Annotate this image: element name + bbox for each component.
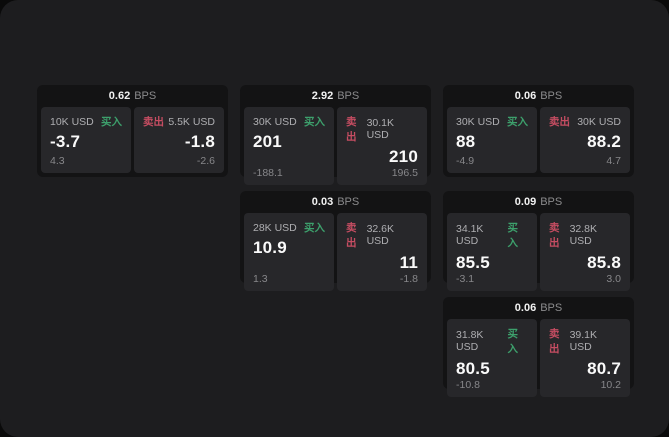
- sell-price: -1.8: [184, 132, 215, 151]
- bps-value: 2.92: [311, 90, 334, 102]
- quote-card: 2.92 BPS 30K USD 买入 201 -188.1 卖出 30.1K …: [240, 85, 431, 185]
- buy-amount: 34.1K USD: [456, 223, 484, 247]
- quote-card: 0.06 BPS 31.8K USD 买入 80.5 -10.8 卖出 39.1…: [443, 297, 634, 397]
- sell-change: -1.8: [399, 273, 418, 285]
- buy-price: 85.5: [456, 253, 490, 272]
- quote-panels: 10K USD 买入 -3.7 4.3 卖出 5.5K USD -1.8 -2.…: [41, 107, 224, 173]
- sell-price: 80.7: [587, 359, 621, 378]
- quote-panels: 34.1K USD 买入 85.5 -3.1 卖出 32.8K USD 85.8…: [447, 213, 630, 291]
- buy-price: 80.5: [456, 359, 490, 378]
- buy-label: 买入: [507, 116, 528, 128]
- sell-amount: 30K USD: [577, 115, 621, 128]
- sell-change: 10.2: [600, 379, 621, 391]
- sell-change: 3.0: [606, 273, 621, 285]
- buy-change: -10.8: [456, 379, 480, 391]
- buy-change: -3.1: [456, 273, 475, 285]
- buy-change: 1.3: [253, 273, 268, 285]
- card-header: 2.92 BPS: [244, 85, 427, 107]
- sell-amount: 30.1K USD: [366, 117, 395, 141]
- quote-panels: 31.8K USD 买入 80.5 -10.8 卖出 39.1K USD 80.…: [447, 319, 630, 397]
- quote-card: 0.62 BPS 10K USD 买入 -3.7 4.3 卖出 5.5K USD: [37, 85, 228, 177]
- card-header: 0.03 BPS: [244, 191, 427, 213]
- buy-panel[interactable]: 28K USD 买入 10.9 1.3: [244, 213, 334, 291]
- sell-change: 196.5: [391, 167, 418, 179]
- buy-change: 4.3: [50, 155, 65, 167]
- card-header: 0.62 BPS: [41, 85, 224, 107]
- buy-label: 买入: [507, 328, 518, 355]
- sell-amount: 32.6K USD: [366, 223, 395, 247]
- sell-change: 4.7: [606, 155, 621, 167]
- card-header: 0.06 BPS: [447, 85, 630, 107]
- quote-card-grid: 0.62 BPS 10K USD 买入 -3.7 4.3 卖出 5.5K USD: [37, 85, 634, 397]
- sell-amount: 5.5K USD: [168, 115, 215, 128]
- bps-value: 0.03: [311, 196, 334, 208]
- sell-price: 11: [399, 253, 418, 272]
- bps-value: 0.62: [108, 90, 131, 102]
- buy-price: 88: [456, 132, 476, 151]
- buy-price: 201: [253, 132, 282, 151]
- quote-card: 0.03 BPS 28K USD 买入 10.9 1.3 卖出 32.6K US…: [240, 191, 431, 291]
- bps-unit-label: BPS: [337, 90, 360, 102]
- buy-amount: 31.8K USD: [456, 329, 484, 353]
- sell-label: 卖出: [143, 116, 164, 128]
- buy-panel[interactable]: 10K USD 买入 -3.7 4.3: [41, 107, 131, 173]
- bps-unit-label: BPS: [540, 302, 563, 314]
- sell-change: -2.6: [196, 155, 215, 167]
- buy-label: 买入: [101, 116, 122, 128]
- bps-value: 0.06: [514, 302, 537, 314]
- sell-amount: 39.1K USD: [569, 329, 598, 353]
- sell-panel[interactable]: 卖出 32.6K USD 11 -1.8: [337, 213, 427, 291]
- buy-change: -4.9: [456, 155, 475, 167]
- bps-unit-label: BPS: [540, 196, 563, 208]
- buy-price: -3.7: [50, 132, 81, 151]
- buy-amount: 30K USD: [253, 115, 297, 128]
- sell-panel[interactable]: 卖出 30.1K USD 210 196.5: [337, 107, 427, 185]
- buy-panel[interactable]: 31.8K USD 买入 80.5 -10.8: [447, 319, 537, 397]
- bps-unit-label: BPS: [134, 90, 157, 102]
- bps-value: 0.09: [514, 196, 537, 208]
- quote-panels: 28K USD 买入 10.9 1.3 卖出 32.6K USD 11 -1.8: [244, 213, 427, 291]
- quote-panels: 30K USD 买入 201 -188.1 卖出 30.1K USD 210 1…: [244, 107, 427, 185]
- buy-change: -188.1: [253, 167, 283, 179]
- buy-amount: 10K USD: [50, 115, 94, 128]
- card-header: 0.09 BPS: [447, 191, 630, 213]
- buy-label: 买入: [304, 222, 325, 234]
- buy-price: 10.9: [253, 238, 287, 257]
- quote-card: 0.09 BPS 34.1K USD 买入 85.5 -3.1 卖出 32.8K…: [443, 191, 634, 291]
- sell-label: 卖出: [549, 328, 560, 355]
- sell-panel[interactable]: 卖出 39.1K USD 80.7 10.2: [540, 319, 630, 397]
- sell-panel[interactable]: 卖出 32.8K USD 85.8 3.0: [540, 213, 630, 291]
- buy-panel[interactable]: 30K USD 买入 201 -188.1: [244, 107, 334, 185]
- bps-unit-label: BPS: [540, 90, 563, 102]
- sell-price: 210: [389, 147, 418, 166]
- sell-label: 卖出: [549, 222, 560, 249]
- buy-amount: 30K USD: [456, 115, 500, 128]
- card-header: 0.06 BPS: [447, 297, 630, 319]
- buy-panel[interactable]: 34.1K USD 买入 85.5 -3.1: [447, 213, 537, 291]
- sell-label: 卖出: [549, 116, 570, 128]
- bps-unit-label: BPS: [337, 196, 360, 208]
- quote-card: 0.06 BPS 30K USD 买入 88 -4.9 卖出 30K USD: [443, 85, 634, 177]
- buy-amount: 28K USD: [253, 221, 297, 234]
- sell-label: 卖出: [346, 222, 357, 249]
- sell-panel[interactable]: 卖出 5.5K USD -1.8 -2.6: [134, 107, 224, 173]
- sell-panel[interactable]: 卖出 30K USD 88.2 4.7: [540, 107, 630, 173]
- quote-panels: 30K USD 买入 88 -4.9 卖出 30K USD 88.2 4.7: [447, 107, 630, 173]
- sell-amount: 32.8K USD: [569, 223, 598, 247]
- buy-label: 买入: [507, 222, 518, 249]
- sell-price: 88.2: [587, 132, 621, 151]
- buy-panel[interactable]: 30K USD 买入 88 -4.9: [447, 107, 537, 173]
- buy-label: 买入: [304, 116, 325, 128]
- sell-label: 卖出: [346, 116, 357, 143]
- sell-price: 85.8: [587, 253, 621, 272]
- bps-value: 0.06: [514, 90, 537, 102]
